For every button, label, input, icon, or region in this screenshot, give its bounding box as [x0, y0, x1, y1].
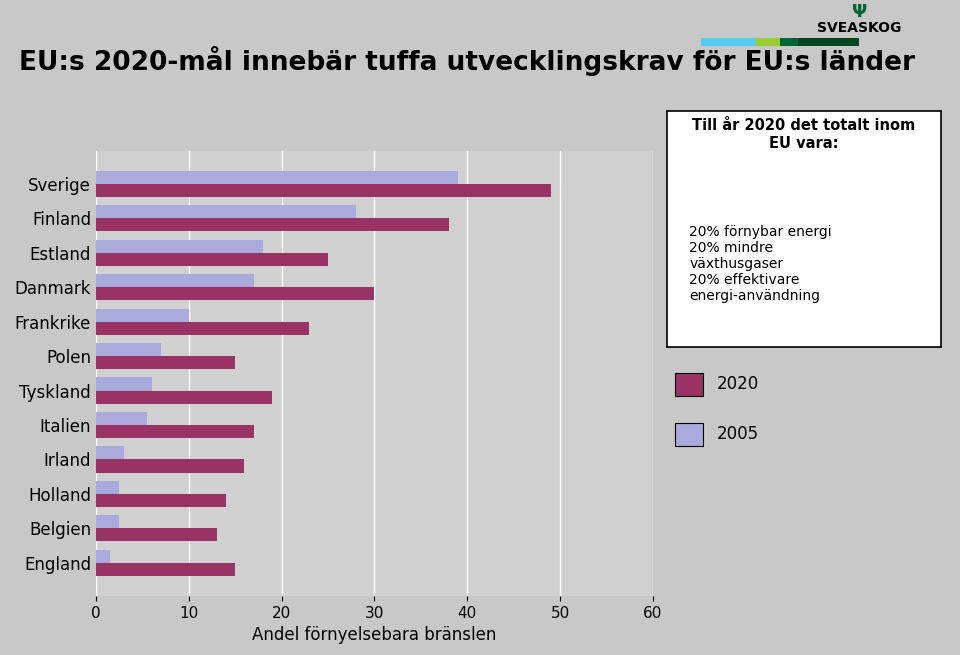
Text: 20% förnybar energi
20% mindre
växthusgaser
20% effektivare
energi-användning: 20% förnybar energi 20% mindre växthusga…: [689, 225, 831, 303]
Text: 2020: 2020: [716, 375, 758, 393]
Bar: [96, 563, 235, 576]
Bar: [96, 171, 458, 184]
Bar: [96, 481, 119, 494]
Bar: [96, 218, 448, 231]
Bar: [96, 377, 152, 390]
Bar: [96, 184, 551, 197]
Text: 2005: 2005: [716, 425, 758, 443]
Bar: [676, 373, 703, 396]
Text: Ψ: Ψ: [852, 3, 867, 21]
Bar: [96, 459, 245, 472]
Bar: [96, 274, 253, 288]
Text: Till år 2020 det totalt inom
EU vara:: Till år 2020 det totalt inom EU vara:: [692, 119, 916, 151]
Bar: [96, 550, 109, 563]
Bar: [96, 529, 217, 542]
Text: EU:s 2020-mål innebär tuffa utvecklingskrav för EU:s länder: EU:s 2020-mål innebär tuffa utvecklingsk…: [19, 46, 915, 76]
Bar: [96, 494, 226, 507]
Bar: [96, 412, 147, 425]
Bar: [96, 288, 374, 301]
Bar: [96, 515, 119, 529]
Bar: [96, 309, 189, 322]
Text: SVEASKOG: SVEASKOG: [817, 21, 901, 35]
Bar: [96, 446, 124, 459]
Bar: [676, 423, 703, 446]
Bar: [96, 253, 328, 266]
X-axis label: Andel förnyelsebara bränslen: Andel förnyelsebara bränslen: [252, 626, 496, 645]
Bar: [96, 322, 309, 335]
Bar: [96, 356, 235, 369]
Bar: [96, 205, 356, 218]
Bar: [96, 425, 253, 438]
Bar: [96, 390, 273, 403]
Bar: [96, 240, 263, 253]
Bar: [96, 343, 161, 356]
